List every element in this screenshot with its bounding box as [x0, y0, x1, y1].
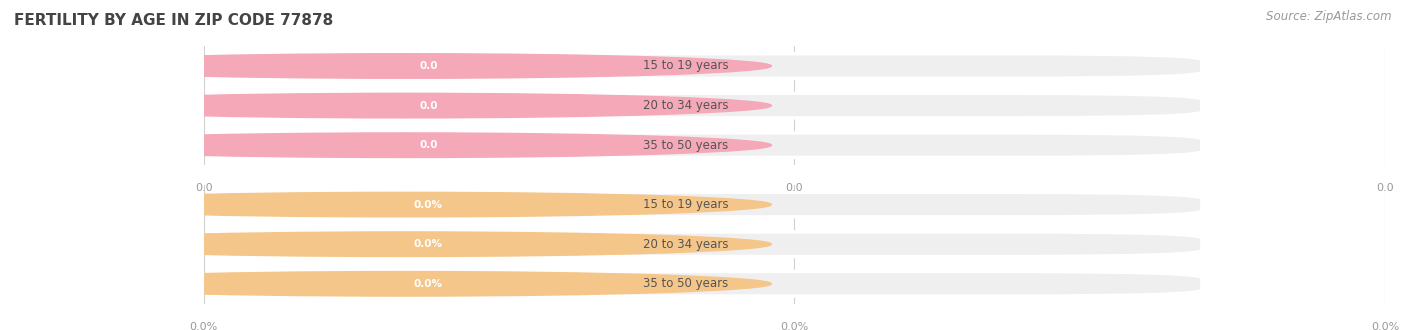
Text: 15 to 19 years: 15 to 19 years	[643, 198, 728, 211]
FancyBboxPatch shape	[387, 133, 1202, 157]
Circle shape	[39, 232, 772, 256]
Text: FERTILITY BY AGE IN ZIP CODE 77878: FERTILITY BY AGE IN ZIP CODE 77878	[14, 13, 333, 28]
FancyBboxPatch shape	[387, 272, 1202, 296]
Circle shape	[39, 272, 772, 296]
FancyBboxPatch shape	[387, 192, 1202, 217]
Text: 20 to 34 years: 20 to 34 years	[643, 99, 728, 112]
Text: 0.0: 0.0	[1376, 183, 1393, 193]
Text: 15 to 19 years: 15 to 19 years	[643, 59, 728, 73]
Text: 0.0: 0.0	[419, 61, 437, 71]
Text: 0.0: 0.0	[786, 183, 803, 193]
Text: 35 to 50 years: 35 to 50 years	[643, 139, 728, 152]
Text: 0.0%: 0.0%	[413, 239, 443, 249]
Text: 0.0: 0.0	[419, 140, 437, 150]
Circle shape	[39, 192, 772, 217]
Text: 0.0: 0.0	[419, 101, 437, 111]
Text: 0.0%: 0.0%	[413, 200, 443, 210]
Text: 0.0: 0.0	[195, 183, 212, 193]
Circle shape	[39, 133, 772, 157]
Text: 20 to 34 years: 20 to 34 years	[643, 238, 728, 251]
Text: 0.0%: 0.0%	[190, 322, 218, 330]
Text: Source: ZipAtlas.com: Source: ZipAtlas.com	[1267, 10, 1392, 23]
Text: 0.0%: 0.0%	[413, 279, 443, 289]
Circle shape	[39, 93, 772, 118]
FancyBboxPatch shape	[387, 93, 1202, 118]
Text: 0.0%: 0.0%	[780, 322, 808, 330]
Text: 35 to 50 years: 35 to 50 years	[643, 277, 728, 290]
FancyBboxPatch shape	[387, 232, 1202, 256]
Text: 0.0%: 0.0%	[1371, 322, 1399, 330]
FancyBboxPatch shape	[387, 54, 1202, 78]
Circle shape	[39, 54, 772, 78]
